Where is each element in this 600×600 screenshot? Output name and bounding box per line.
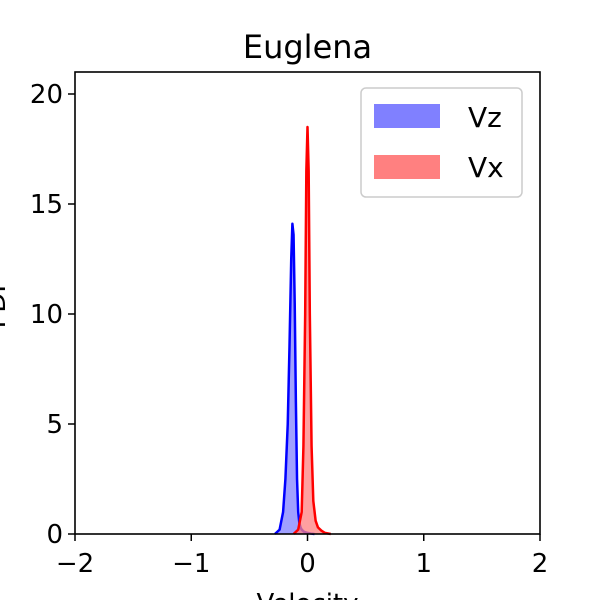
legend-swatch-vx <box>374 155 440 179</box>
y-tick-label: 15 <box>30 190 63 220</box>
x-tick-label: 1 <box>415 549 432 579</box>
series-line-vx <box>292 125 331 536</box>
y-tick-label: 0 <box>46 520 63 550</box>
legend-label-vx: Vx <box>468 151 504 184</box>
x-tick-label: 0 <box>299 549 316 579</box>
y-axis-label: PDF <box>0 278 12 329</box>
legend-label-vz: Vz <box>468 101 502 134</box>
y-axis: 0 5 10 15 20 <box>30 80 75 550</box>
y-tick-label: 10 <box>30 300 63 330</box>
y-tick-label: 20 <box>30 80 63 110</box>
x-tick-label: −2 <box>56 549 94 579</box>
legend-swatch-vz <box>374 104 440 128</box>
y-tick-label: 5 <box>46 410 63 440</box>
x-tick-label: −1 <box>172 549 210 579</box>
chart-title: Euglena <box>243 28 372 66</box>
legend: Vz Vx <box>360 87 523 198</box>
x-axis: −2 −1 0 1 2 <box>56 534 548 579</box>
x-axis-label: Velocity <box>257 589 359 600</box>
plot-area <box>274 125 331 536</box>
x-tick-label: 2 <box>532 549 549 579</box>
